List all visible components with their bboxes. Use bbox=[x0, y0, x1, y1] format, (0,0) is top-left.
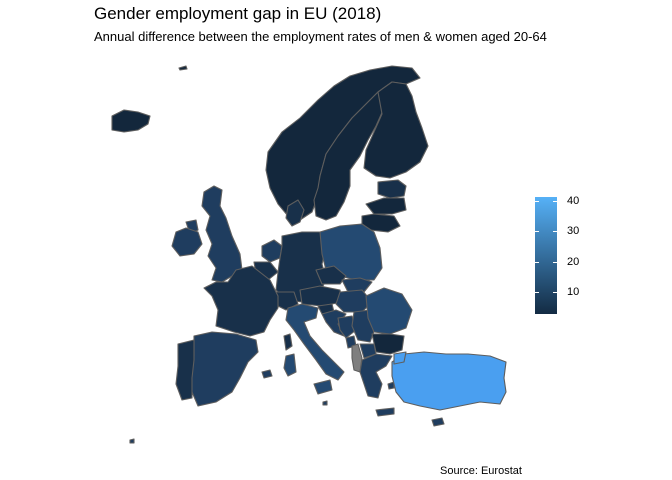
country-iceland bbox=[111, 109, 151, 133]
country-svalbard bbox=[178, 65, 188, 71]
country-romania bbox=[365, 287, 413, 335]
country-canary-fragment bbox=[129, 438, 135, 444]
country-malta bbox=[322, 400, 328, 406]
country-denmark bbox=[285, 199, 305, 227]
country-corsica bbox=[283, 333, 293, 351]
country-finland bbox=[363, 81, 429, 179]
legend-tickmark bbox=[553, 201, 557, 202]
country-poland bbox=[319, 223, 383, 281]
legend-tickmark bbox=[535, 201, 539, 202]
legend-tickmark bbox=[535, 262, 539, 263]
country-sardinia bbox=[283, 353, 297, 377]
country-latvia bbox=[365, 197, 407, 215]
country-italy bbox=[285, 303, 345, 381]
country-estonia bbox=[377, 179, 407, 199]
country-cyprus bbox=[431, 417, 445, 427]
country-netherlands bbox=[261, 239, 283, 263]
map-subtitle: Annual difference between the employment… bbox=[94, 29, 547, 44]
country-bosnia bbox=[337, 315, 357, 339]
country-sweden bbox=[313, 91, 385, 221]
country-bulgaria bbox=[371, 333, 405, 355]
country-portugal bbox=[175, 339, 195, 401]
map-title: Gender employment gap in EU (2018) bbox=[94, 4, 382, 23]
country-slovakia bbox=[341, 277, 373, 293]
country-turkey-thrace bbox=[393, 351, 407, 365]
legend-tickmark bbox=[553, 262, 557, 263]
source-caption: Source: Eurostat bbox=[440, 465, 522, 477]
legend-tick-20: 20 bbox=[567, 256, 580, 268]
country-austria bbox=[299, 285, 343, 307]
country-turkey bbox=[391, 351, 507, 411]
country-ireland bbox=[171, 227, 203, 257]
country-sicily bbox=[313, 379, 333, 395]
legend-tickmark bbox=[535, 292, 539, 293]
country-spain bbox=[189, 331, 259, 407]
legend-tickmark bbox=[553, 231, 557, 232]
country-united-kingdom bbox=[201, 185, 243, 283]
country-balearics bbox=[261, 369, 273, 379]
country-france bbox=[203, 265, 279, 337]
legend-tick-30: 30 bbox=[567, 225, 580, 237]
country-greek-islands bbox=[387, 381, 395, 390]
legend-tickmark bbox=[535, 231, 539, 232]
legend-tick-10: 10 bbox=[567, 286, 580, 298]
legend-tickmark bbox=[553, 292, 557, 293]
country-crete bbox=[375, 407, 395, 417]
legend-tick-40: 40 bbox=[567, 195, 580, 207]
color-scale-legend bbox=[535, 197, 557, 314]
country-greece bbox=[359, 353, 393, 399]
